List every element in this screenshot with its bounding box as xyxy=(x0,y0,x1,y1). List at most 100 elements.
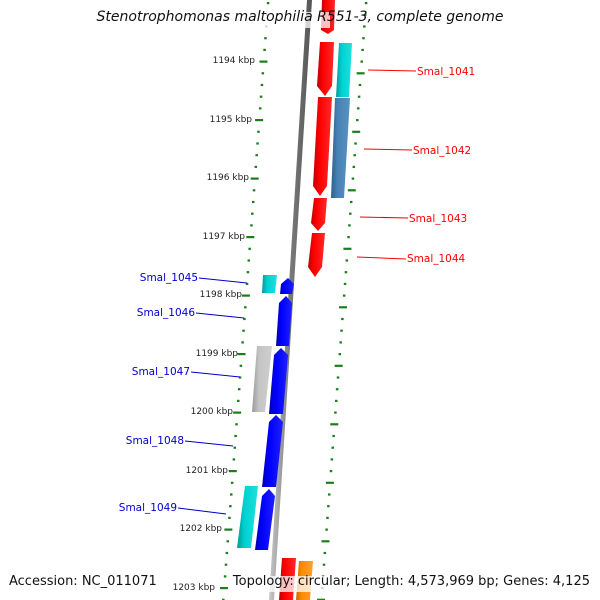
gene-cds-smal-1046[interactable] xyxy=(276,296,292,346)
major-tick xyxy=(250,177,259,180)
minor-tick xyxy=(237,388,241,391)
minor-tick xyxy=(257,130,260,133)
major-tick xyxy=(317,598,326,600)
major-tick xyxy=(237,353,246,356)
gene-cds-smal-1047[interactable] xyxy=(252,346,272,412)
minor-tick xyxy=(238,376,242,379)
gene-cds[interactable] xyxy=(255,489,275,550)
gene-label-smal-1044[interactable]: Smal_1044 xyxy=(407,253,466,265)
tick-label: 1200 kbp xyxy=(191,407,234,417)
minor-tick xyxy=(349,200,353,204)
reverse-genes xyxy=(237,275,294,550)
minor-tick xyxy=(331,446,335,449)
minor-tick xyxy=(347,236,350,239)
minor-tick xyxy=(225,551,229,555)
gene-cds[interactable] xyxy=(280,278,294,294)
major-tick xyxy=(352,130,361,133)
minor-tick xyxy=(264,37,267,40)
minor-tick xyxy=(255,154,258,157)
tick-label: 1203 kbp xyxy=(173,583,216,593)
minor-tick xyxy=(239,364,243,367)
minor-tick xyxy=(344,271,348,274)
minor-tick xyxy=(256,142,259,145)
minor-tick xyxy=(243,317,246,321)
minor-tick xyxy=(353,154,356,157)
gene-label-smal-1045[interactable]: Smal_1045 xyxy=(140,272,198,284)
minor-tick xyxy=(246,271,250,274)
minor-tick xyxy=(233,446,237,449)
minor-tick xyxy=(325,528,328,531)
gene-cds[interactable] xyxy=(269,348,288,414)
gene-label-smal-1046[interactable]: Smal_1046 xyxy=(137,307,196,319)
major-tick xyxy=(334,364,343,367)
minor-tick xyxy=(250,224,253,227)
tick-label: 1197 kbp xyxy=(203,232,246,242)
label-lines xyxy=(177,69,417,515)
footer-veil xyxy=(258,576,328,592)
major-tick xyxy=(325,481,334,484)
minor-tick xyxy=(338,353,342,356)
gene-cds-smal-1043[interactable] xyxy=(311,198,327,231)
minor-tick xyxy=(334,411,337,414)
major-tick xyxy=(255,119,264,122)
minor-tick xyxy=(363,25,366,28)
minor-tick xyxy=(351,177,355,180)
minor-tick xyxy=(259,95,263,98)
gene-labels: Smal_1041 Smal_1042 Smal_1043 Smal_1044 … xyxy=(119,66,475,514)
gene-cds-smal-1044[interactable] xyxy=(308,233,325,277)
minor-tick xyxy=(341,317,344,321)
minor-tick xyxy=(363,13,367,16)
minor-tick xyxy=(229,505,232,508)
major-tick xyxy=(356,72,365,75)
gene-cds-smal-1048[interactable] xyxy=(262,415,283,487)
minor-tick xyxy=(222,598,225,600)
tick-label: 1198 kbp xyxy=(200,290,243,300)
minor-tick xyxy=(362,37,365,40)
minor-tick xyxy=(266,2,270,5)
minor-tick xyxy=(330,458,334,461)
minor-tick xyxy=(323,551,327,555)
minor-tick xyxy=(251,212,254,215)
gene-label-smal-1043[interactable]: Smal_1043 xyxy=(409,213,467,225)
minor-tick xyxy=(229,493,233,496)
gene-label-smal-1042[interactable]: Smal_1042 xyxy=(413,145,471,157)
minor-tick xyxy=(329,470,333,473)
gene-cds-smal-1049[interactable] xyxy=(237,486,258,548)
minor-tick xyxy=(251,200,255,204)
minor-tick xyxy=(360,60,363,63)
major-tick xyxy=(347,189,356,192)
genome-title: Stenotrophomonas maltophilia R551-3, com… xyxy=(96,9,504,25)
tick-label: 1196 kbp xyxy=(207,173,250,183)
minor-tick xyxy=(230,481,234,484)
major-tick xyxy=(321,540,330,543)
gene-cds[interactable] xyxy=(331,98,350,198)
minor-tick xyxy=(242,329,245,332)
minor-tick xyxy=(357,95,361,98)
gene-cds-smal-1042[interactable] xyxy=(313,97,332,196)
minor-tick xyxy=(364,2,368,5)
minor-tick xyxy=(232,458,236,461)
minor-tick xyxy=(245,282,249,285)
minor-tick xyxy=(247,259,251,262)
minor-tick xyxy=(327,493,331,496)
tick-label: 1201 kbp xyxy=(186,466,229,476)
minor-tick xyxy=(336,376,340,379)
gene-label-smal-1041[interactable]: Smal_1041 xyxy=(417,66,475,78)
minor-tick xyxy=(348,224,351,227)
minor-tick xyxy=(226,540,229,543)
gene-cds[interactable] xyxy=(336,43,352,97)
minor-tick xyxy=(326,516,329,519)
left-ruler xyxy=(219,2,270,600)
tick-label: 1194 kbp xyxy=(213,56,256,66)
gene-label-smal-1048[interactable]: Smal_1048 xyxy=(126,435,184,447)
minor-tick xyxy=(339,341,342,344)
gene-cds-smal-1045[interactable] xyxy=(262,275,277,293)
gene-label-smal-1047[interactable]: Smal_1047 xyxy=(132,366,190,378)
minor-tick xyxy=(261,72,265,75)
gene-label-smal-1049[interactable]: Smal_1049 xyxy=(119,502,177,514)
minor-tick xyxy=(356,119,359,122)
gene-cds-smal-1041[interactable] xyxy=(317,42,334,96)
minor-tick xyxy=(235,423,238,426)
minor-tick xyxy=(335,399,338,402)
